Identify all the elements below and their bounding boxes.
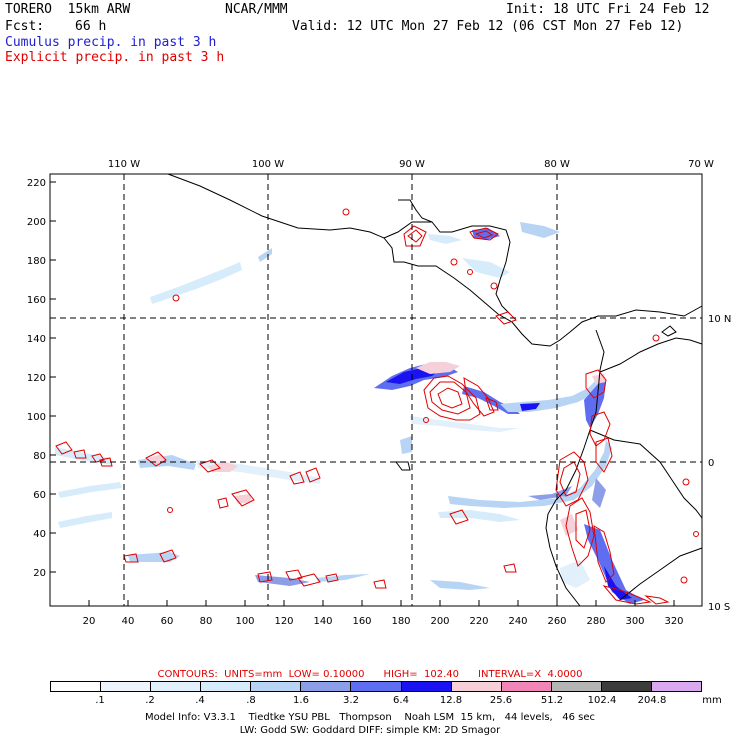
init-time: Init: 18 UTC Fri 24 Feb 12: [506, 2, 710, 17]
legend-label: 102.4: [587, 695, 617, 706]
cumulus-precip-areas: [55, 222, 644, 604]
x-tick-label: 180: [391, 616, 410, 627]
x-tick-label: 40: [122, 616, 135, 627]
cumulus-precip-label: Cumulus precip. in past 3 h: [5, 35, 217, 50]
y-tick-label: 40: [33, 529, 46, 540]
x-tick-label: 200: [430, 616, 449, 627]
lon-label: 70 W: [688, 159, 714, 170]
bottom-tick-labels: 20 40 60 80 100 120 140 160 180 200 220 …: [83, 616, 684, 627]
x-tick-label: 20: [83, 616, 96, 627]
x-tick-label: 280: [586, 616, 605, 627]
legend-swatch: [351, 682, 402, 691]
legend-label: .8: [246, 695, 256, 706]
legend-unit: mm: [702, 695, 722, 706]
valid-time: Valid: 12 UTC Mon 27 Feb 12 (06 CST Mon …: [292, 19, 684, 34]
legend-label: 25.6: [489, 695, 513, 706]
legend-label: 1.6: [293, 695, 309, 706]
x-tick-label: 260: [547, 616, 566, 627]
legend-swatch: [151, 682, 202, 691]
legend-swatch: [251, 682, 302, 691]
legend-label: 204.8: [637, 695, 667, 706]
legend-label: 51.2: [540, 695, 564, 706]
legend-swatch: [651, 682, 702, 691]
legend-swatch: [401, 682, 452, 691]
x-tick-label: 140: [313, 616, 332, 627]
model-info: Model Info: V3.3.1 Tiedtke YSU PBL Thomp…: [144, 712, 596, 723]
explicit-precip-contours: [55, 208, 699, 605]
legend-swatch: [101, 682, 152, 691]
y-tick-label: 20: [33, 568, 46, 579]
x-tick-label: 220: [469, 616, 488, 627]
org-label: NCAR/MMM: [225, 2, 288, 17]
legend-label: 3.2: [343, 695, 359, 706]
x-tick-label: 80: [200, 616, 213, 627]
forecast-hours: 66 h: [75, 19, 107, 34]
y-tick-label: 220: [27, 178, 46, 189]
contour-info: CONTOURS: UNITS=mm LOW= 0.10000 HIGH= 10…: [157, 669, 583, 680]
lon-label: 90 W: [399, 159, 425, 170]
y-tick-label: 160: [27, 295, 46, 306]
y-tick-label: 60: [33, 490, 46, 501]
x-tick-label: 320: [664, 616, 683, 627]
model-title: TORERO 15km ARW: [5, 2, 131, 17]
lon-label: 110 W: [108, 159, 140, 170]
coastlines: [167, 173, 703, 607]
x-tick-label: 240: [508, 616, 527, 627]
legend-label: .4: [195, 695, 205, 706]
lat-label: 0: [708, 458, 714, 469]
y-tick-label: 140: [27, 334, 46, 345]
x-tick-label: 300: [625, 616, 644, 627]
lat-label: 10 N: [708, 314, 731, 325]
legend-swatch: [451, 682, 502, 691]
legend-label: .1: [95, 695, 105, 706]
x-tick-label: 100: [235, 616, 254, 627]
x-tick-label: 120: [274, 616, 293, 627]
forecast-label: Fcst:: [5, 19, 45, 34]
precip-map: 110 W 100 W 90 W 80 W 70 W 10 N 0 10 S 2…: [27, 159, 731, 627]
top-lon-labels: 110 W 100 W 90 W 80 W 70 W: [108, 159, 714, 170]
axis-ticks: [50, 181, 675, 606]
lat-label: 10 S: [708, 602, 730, 613]
legend-swatch: [551, 682, 602, 691]
x-tick-label: 60: [161, 616, 174, 627]
left-tick-labels: 220 200 180 160 140 120 100 80 60 40 20: [27, 178, 46, 579]
lat-lon-grid: [50, 174, 702, 606]
legend-swatch: [501, 682, 552, 691]
legend-swatch: [601, 682, 652, 691]
x-tick-label: 160: [352, 616, 371, 627]
legend-label: 6.4: [393, 695, 409, 706]
y-tick-label: 200: [27, 217, 46, 228]
legend-label: .2: [145, 695, 155, 706]
legend-swatch: [301, 682, 352, 691]
y-tick-label: 180: [27, 256, 46, 267]
color-legend: [50, 681, 702, 692]
legend-swatch: [201, 682, 252, 691]
legend-swatch: [51, 682, 102, 691]
legend-label: 12.8: [439, 695, 463, 706]
right-lat-labels: 10 N 0 10 S: [708, 314, 731, 613]
model-physics: LW: Godd SW: Goddard DIFF: simple KM: 2D…: [239, 725, 501, 736]
y-tick-label: 100: [27, 412, 46, 423]
lon-label: 100 W: [252, 159, 284, 170]
y-tick-label: 80: [33, 451, 46, 462]
y-tick-label: 120: [27, 373, 46, 384]
explicit-precip-label: Explicit precip. in past 3 h: [5, 50, 225, 65]
lon-label: 80 W: [544, 159, 570, 170]
